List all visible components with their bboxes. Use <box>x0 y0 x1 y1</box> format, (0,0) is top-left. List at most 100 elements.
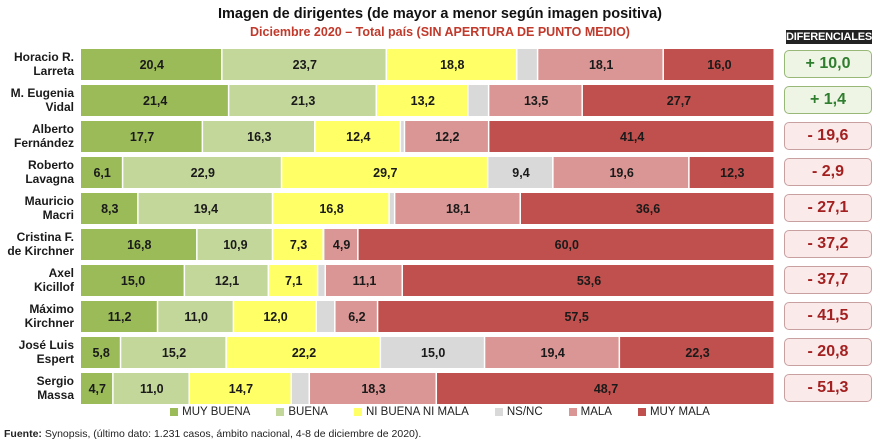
row-label: Alberto Fernández <box>14 122 74 150</box>
row-label: Roberto Lavagna <box>25 158 74 186</box>
data-label: 13,2 <box>411 94 435 108</box>
data-label: 36,6 <box>636 202 660 216</box>
data-label: 57,5 <box>564 310 588 324</box>
bar-segment <box>310 373 436 404</box>
bar-segment <box>81 373 113 404</box>
bar-segment <box>197 229 272 260</box>
data-label: 7,3 <box>290 238 307 252</box>
legend-swatch <box>353 408 362 416</box>
bar-segment <box>489 121 774 152</box>
bar-segment <box>323 229 325 260</box>
diferencial-value: - 37,2 <box>784 230 872 258</box>
legend-item: BUENA <box>276 406 328 418</box>
bar-segment <box>121 337 226 368</box>
bar-segment <box>553 157 689 188</box>
data-label: 29,7 <box>373 166 397 180</box>
data-label: 60,0 <box>555 238 579 252</box>
diferencial-value: - 51,3 <box>784 374 872 402</box>
chart-title: Imagen de dirigentes (de mayor a menor s… <box>218 6 662 22</box>
bar-segment <box>81 265 184 296</box>
legend-swatch <box>568 408 577 416</box>
row-label-line: Fernández <box>14 136 74 150</box>
data-label: 12,2 <box>435 130 459 144</box>
bar-segment <box>620 337 774 368</box>
data-label: 18,1 <box>446 202 470 216</box>
row-label: M. Eugenia Vidal <box>11 86 75 114</box>
legend-label: MUY BUENA <box>182 406 251 418</box>
bar-segment <box>81 85 228 116</box>
bar-segment <box>81 49 222 80</box>
row-label-line: Mauricio <box>25 194 74 208</box>
data-label: 15,0 <box>421 346 445 360</box>
data-label: 11,2 <box>108 310 132 324</box>
data-label: 17,7 <box>130 130 154 144</box>
source-label: Fuente: <box>4 428 42 440</box>
bar-segment <box>403 265 774 296</box>
row-label-line: Cristina F. <box>17 230 74 244</box>
data-label: 10,9 <box>223 238 247 252</box>
data-label: 16,0 <box>707 58 731 72</box>
data-label: 41,4 <box>620 130 644 144</box>
bar-segment <box>401 121 404 152</box>
diferencial-value: - 41,5 <box>784 302 872 330</box>
bar-segment <box>395 193 520 224</box>
data-label: 16,8 <box>319 202 343 216</box>
data-label: 21,3 <box>291 94 315 108</box>
row-label: Mauricio Macri <box>25 194 74 222</box>
data-label: 22,2 <box>292 346 316 360</box>
data-label: 13,5 <box>524 94 548 108</box>
data-label: 15,2 <box>162 346 186 360</box>
legend-swatch <box>276 408 285 416</box>
legend-swatch <box>637 408 646 416</box>
row-label-line: Roberto <box>28 158 74 172</box>
bar-segment <box>229 85 376 116</box>
data-label: 7,1 <box>285 274 302 288</box>
diferencial-value: - 27,1 <box>784 194 872 222</box>
data-label: 48,7 <box>594 382 618 396</box>
bar-segment <box>81 337 120 368</box>
legend-label: MALA <box>580 406 612 418</box>
row-label-line: M. Eugenia <box>11 86 75 100</box>
data-label: 11,0 <box>140 382 164 396</box>
row-label-line: Alberto <box>32 122 74 136</box>
bar-segment <box>489 85 582 116</box>
data-label: 18,3 <box>361 382 385 396</box>
bar-segment <box>324 229 358 260</box>
legend-swatch <box>170 408 179 416</box>
bar-segment <box>381 337 484 368</box>
data-label: 4,7 <box>89 382 106 396</box>
data-label: 11,0 <box>184 310 208 324</box>
bar-segment <box>387 49 517 80</box>
data-label: 53,6 <box>577 274 601 288</box>
legend-swatch <box>494 408 503 416</box>
bar-segment <box>81 229 197 260</box>
bar-segment <box>325 265 402 296</box>
diferencial-value: + 1,4 <box>784 86 872 114</box>
bar-segment <box>269 265 317 296</box>
legend-label: MUY MALA <box>649 406 710 418</box>
data-label: 19,4 <box>194 202 218 216</box>
bar-segment <box>378 301 774 332</box>
data-label: 12,4 <box>346 130 370 144</box>
bar-segment <box>81 121 202 152</box>
data-label: 19,6 <box>609 166 633 180</box>
bar-segment <box>234 301 316 332</box>
legend-label: NS/NC <box>506 406 543 418</box>
data-label: 19,4 <box>541 346 565 360</box>
bar-segment <box>318 265 325 296</box>
row-label: Sergio Massa <box>37 374 75 402</box>
diferencial-value: - 37,7 <box>784 266 872 294</box>
diferencial-value: - 2,9 <box>784 158 872 186</box>
data-label: 18,8 <box>440 58 464 72</box>
row-label: José Luis Espert <box>19 338 75 366</box>
data-label: 8,3 <box>101 202 118 216</box>
bar-segment <box>273 193 389 224</box>
bar-segment <box>81 193 138 224</box>
row-label-line: Larreta <box>33 64 74 78</box>
bar-segment <box>315 121 400 152</box>
data-label: 12,1 <box>215 274 239 288</box>
bar-segment <box>520 193 774 224</box>
legend-item: NS/NC <box>494 406 543 418</box>
source-text: Synopsis, (último dato: 1.231 casos, ámb… <box>41 428 422 440</box>
bar-segment <box>517 49 537 80</box>
